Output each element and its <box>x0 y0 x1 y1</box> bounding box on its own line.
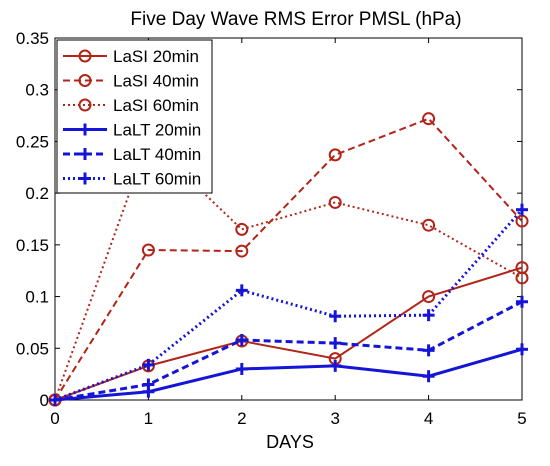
legend-label: LaSI 40min <box>113 72 199 91</box>
data-point <box>235 362 248 375</box>
data-point <box>422 112 436 126</box>
series-layer <box>48 112 529 407</box>
legend-marker <box>79 172 91 185</box>
x-tick-label: 0 <box>50 409 59 428</box>
legend-marker <box>78 98 92 112</box>
data-point <box>142 378 155 391</box>
data-point <box>329 359 342 372</box>
legend-entry: LaSI 40min <box>63 72 199 91</box>
legend-marker <box>79 148 91 160</box>
data-point <box>422 344 435 357</box>
series-line <box>54 266 523 401</box>
data-point <box>516 203 528 216</box>
data-point <box>329 337 342 350</box>
series-lalt-60min <box>49 203 528 406</box>
data-point <box>516 295 528 308</box>
series-line <box>54 208 524 402</box>
legend-label: LaSI 20min <box>113 47 199 66</box>
legend-label: LaLT 20min <box>113 121 201 140</box>
legend-label: LaLT 40min <box>113 145 201 164</box>
data-point <box>235 284 248 297</box>
data-point <box>516 343 528 356</box>
axes-frame <box>54 37 523 401</box>
legend-label: LaSI 60min <box>113 96 199 115</box>
x-tick-label: 1 <box>144 409 153 428</box>
y-tick-label: 0.2 <box>25 184 49 203</box>
chart-title: Five Day Wave RMS Error PMSL (hPa) <box>130 9 461 30</box>
series-line <box>54 138 523 401</box>
x-tick-label: 5 <box>517 409 526 428</box>
x-tick-label: 4 <box>424 409 433 428</box>
data-point <box>329 310 342 323</box>
legend-marker <box>78 49 92 63</box>
data-point <box>422 370 435 383</box>
series-line <box>54 347 523 402</box>
legend-entry: LaSI 60min <box>63 96 199 115</box>
y-tick-label: 0 <box>40 391 49 410</box>
data-point <box>422 218 436 232</box>
legend-marker <box>79 123 91 136</box>
plot-border <box>54 37 523 401</box>
series-line <box>54 300 523 402</box>
x-axis-label: DAYS <box>266 432 314 452</box>
y-tick-label: 0.25 <box>16 132 49 151</box>
data-point <box>235 222 249 236</box>
data-point <box>235 244 249 258</box>
x-tick-label: 2 <box>237 409 246 428</box>
data-point <box>328 195 342 209</box>
legend-marker <box>78 74 92 87</box>
y-tick-label: 0.05 <box>16 339 49 358</box>
data-point <box>142 358 155 371</box>
legend-entry: LaSI 20min <box>63 47 199 66</box>
y-tick-label: 0.1 <box>25 288 49 307</box>
data-point <box>422 309 435 322</box>
data-point <box>49 394 61 406</box>
data-point <box>328 148 342 162</box>
data-point <box>141 243 155 257</box>
legend-entry: LaLT 40min <box>63 145 201 164</box>
y-tick-label: 0.35 <box>16 29 49 48</box>
x-tick-label: 3 <box>330 409 339 428</box>
legend-entry: LaLT 20min <box>63 121 201 140</box>
y-tick-label: 0.3 <box>25 81 49 100</box>
legend-entry: LaLT 60min <box>63 170 201 189</box>
legend-label: LaLT 60min <box>113 170 201 189</box>
series-line <box>54 117 523 401</box>
legend-box <box>56 39 213 194</box>
data-point <box>235 334 248 347</box>
data-point <box>422 290 436 304</box>
y-tick-label: 0.15 <box>16 236 49 255</box>
axis-ticks: 0 1 2 3 4 5 0 0.05 0.1 0.15 0.2 0.25 0.3 0.35 <box>16 29 527 428</box>
legend: LaSI 20min LaSI 40min LaSI 60min LaLT 20min… <box>56 39 213 194</box>
data-point <box>515 271 529 285</box>
series-lalt-40min <box>49 295 528 406</box>
